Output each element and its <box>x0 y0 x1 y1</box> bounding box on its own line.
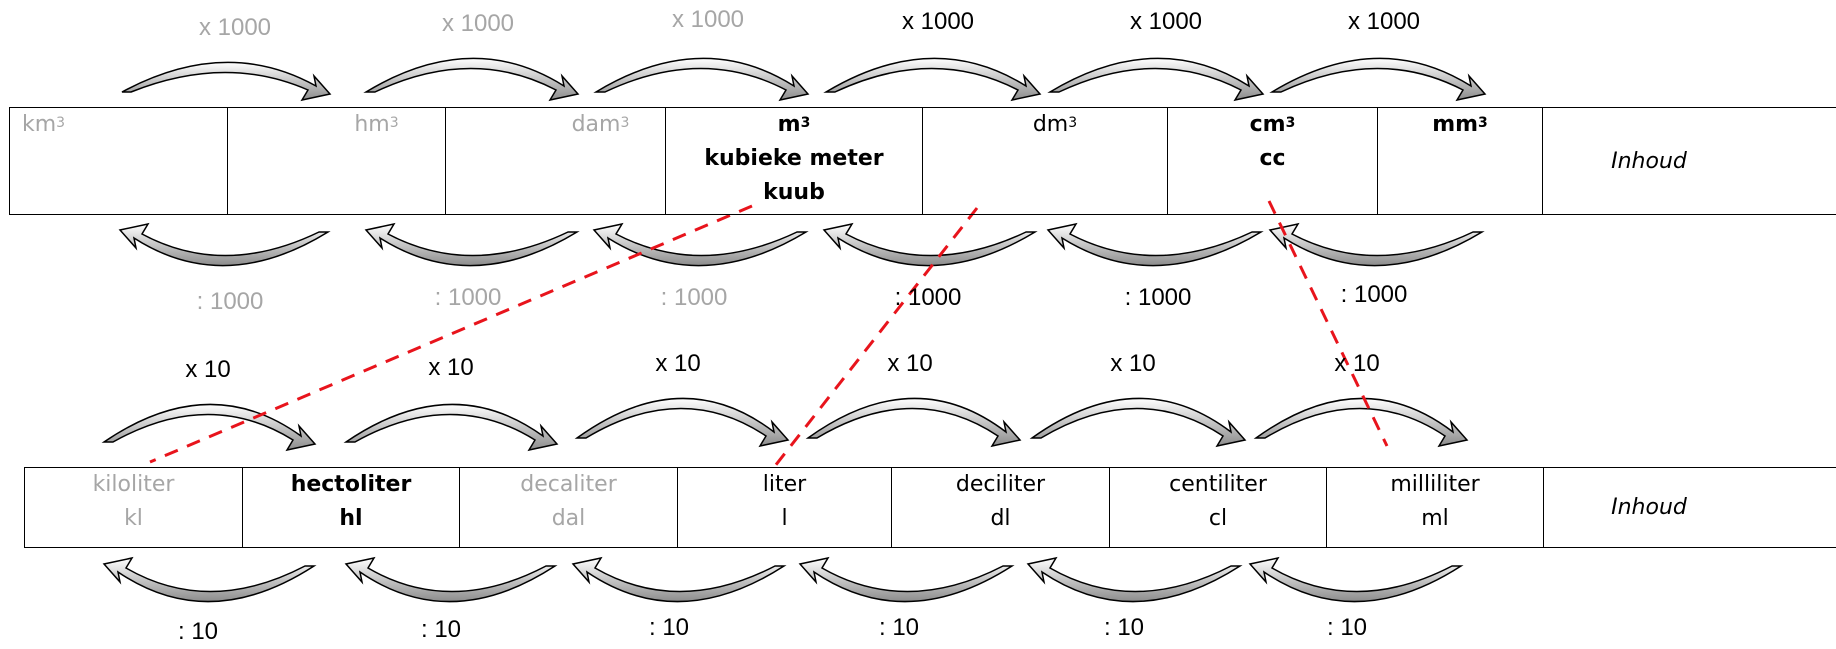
multiply-arrow <box>1047 57 1265 102</box>
equivalence-connectors <box>149 200 1389 467</box>
cubic-cell-mm3: mm3 <box>1377 107 1543 215</box>
liter-units-table: kiloliter kl hectoliter hl decaliter dal li… <box>24 467 1836 548</box>
cubic-divide-label: : 1000 <box>434 284 502 311</box>
liter-divide-label: : 10 <box>878 614 920 641</box>
liter-cell-decaliter: decaliter dal <box>459 467 678 548</box>
multiply-arrow <box>1253 397 1469 448</box>
cubic-divide-label: : 1000 <box>196 288 264 315</box>
connector-m3-hl <box>149 204 753 464</box>
cubic-m3-name: kubieke meter <box>704 146 884 171</box>
cubic-multiply-label: x 1000 <box>198 14 272 41</box>
liter-multiply-label: x 10 <box>1334 350 1380 377</box>
divide-arrow <box>102 556 317 603</box>
divide-arrow <box>364 222 580 267</box>
cubic-divide-label: : 1000 <box>660 284 728 311</box>
liter-divide-label: : 10 <box>420 616 462 643</box>
liter-divide-label: : 10 <box>1326 614 1368 641</box>
cubic-cm3-alias: cc <box>1259 146 1286 171</box>
multiply-arrow <box>805 397 1022 448</box>
liter-cell-deciliter: deciliter dl <box>891 467 1110 548</box>
liter-divide-label: : 10 <box>1103 614 1145 641</box>
cubic-cell-cm3: cm3 cc <box>1167 107 1378 215</box>
cubic-multiply-label: x 1000 <box>671 6 745 33</box>
liter-multiply-label: x 10 <box>655 350 701 377</box>
divide-arrow <box>592 222 809 267</box>
cubic-multiply-label: x 1000 <box>1347 8 1421 35</box>
divide-arrow <box>1046 222 1264 267</box>
liter-category: Inhoud <box>1543 467 1836 548</box>
liter-multiply-label: x 10 <box>887 350 933 377</box>
divide-arrow <box>344 556 558 603</box>
multiply-arrow <box>121 61 332 102</box>
cubic-multiply-label: x 1000 <box>901 8 975 35</box>
divide-arrow <box>822 222 1038 267</box>
multiply-arrow <box>574 397 790 448</box>
cubic-cell-dam3: dam3 <box>445 107 666 215</box>
liter-divide-label: : 10 <box>648 614 690 641</box>
divide-arrow <box>1268 222 1485 267</box>
liter-cell-milliliter: milliliter ml <box>1326 467 1544 548</box>
divide-arrow <box>571 556 787 603</box>
connector-cm3-ml <box>1267 200 1389 447</box>
multiply-arrow <box>1029 397 1247 448</box>
cubic-units-table: km3 hm3 dam3 m3 kubieke meter kuub dm3 c… <box>9 107 1836 215</box>
multiply-arrow <box>1269 57 1487 102</box>
liter-divide-label: : 10 <box>177 618 219 645</box>
cubic-multiply-label: x 1000 <box>441 10 515 37</box>
liter-multiply-label: x 10 <box>1110 350 1156 377</box>
connector-dm3-l <box>773 207 979 467</box>
multiply-arrow <box>363 57 580 102</box>
divide-arrow <box>1248 556 1464 603</box>
liter-multiply-label: x 10 <box>185 356 231 383</box>
divide-arrow <box>1026 556 1243 603</box>
liter-cell-kiloliter: kiloliter kl <box>24 467 243 548</box>
liter-multiply-label: x 10 <box>428 354 474 381</box>
cubic-cell-km3: km3 <box>9 107 228 215</box>
multiply-arrow <box>593 57 810 102</box>
cubic-divide-label: : 1000 <box>894 284 962 311</box>
cubic-multiply-label: x 1000 <box>1129 8 1203 35</box>
cubic-category: Inhoud <box>1542 107 1836 215</box>
divide-arrow <box>798 556 1015 603</box>
cubic-divide-label: : 1000 <box>1340 281 1408 308</box>
liter-cell-hectoliter: hectoliter hl <box>242 467 460 548</box>
liter-cell-centiliter: centiliter cl <box>1109 467 1327 548</box>
cubic-cell-m3: m3 kubieke meter kuub <box>665 107 923 215</box>
divide-arrow <box>118 222 331 267</box>
cubic-divide-label: : 1000 <box>1124 284 1192 311</box>
cubic-cell-dm3: dm3 <box>922 107 1168 215</box>
multiply-arrow <box>823 57 1042 102</box>
multiply-arrow <box>101 403 317 452</box>
multiply-arrow <box>343 403 559 452</box>
cubic-cell-hm3: hm3 <box>227 107 446 215</box>
cubic-m3-alias: kuub <box>763 180 825 205</box>
liter-cell-liter: liter l <box>677 467 892 548</box>
